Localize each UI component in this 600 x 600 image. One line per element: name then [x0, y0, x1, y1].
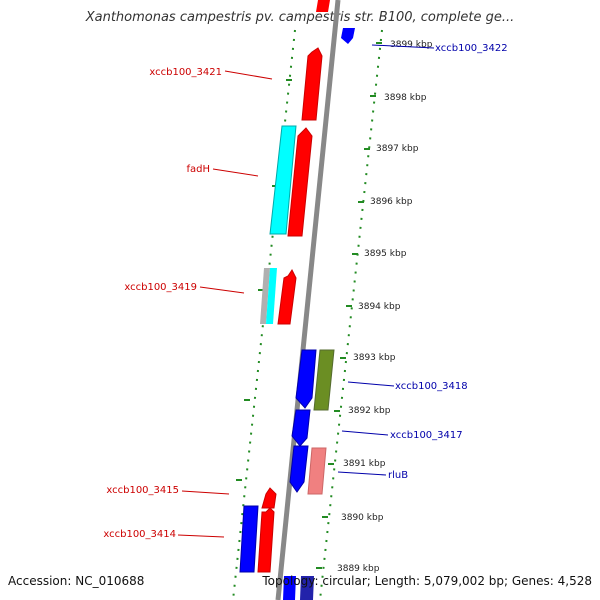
- label-leaders: [177, 44, 435, 538]
- gene-label-rluB: rluB: [388, 470, 408, 481]
- scale-label-3893: 3893 kbp: [353, 353, 396, 363]
- gene-bottom[interactable]: [283, 576, 314, 600]
- accession-label: Accession: NC_010688: [8, 574, 145, 588]
- scale-labels: 3899 kbp 3898 kbp 3897 kbp 3896 kbp 3895…: [337, 40, 433, 574]
- gene-label-xccb100_3418: xccb100_3418: [395, 381, 468, 392]
- gene-xccb100_3417[interactable]: [291, 409, 311, 447]
- scale-label-3895: 3895 kbp: [364, 249, 407, 259]
- gene-xccb100_3422[interactable]: [341, 28, 355, 44]
- gene-labels[interactable]: xccb100_3421 fadH xccb100_3419 xccb100_3…: [103, 43, 507, 540]
- gene-label-xccb100_3422: xccb100_3422: [435, 43, 508, 54]
- gene-label-xccb100_3415: xccb100_3415: [106, 485, 179, 496]
- scale-label-3889: 3889 kbp: [337, 564, 380, 574]
- scale-ticks: [236, 42, 382, 569]
- gene-rluB[interactable]: [289, 445, 327, 495]
- map-title: Xanthomonas campestris pv. campestris st…: [85, 10, 515, 25]
- gene-xccb100_3419[interactable]: [260, 268, 297, 325]
- gene-label-xccb100_3421: xccb100_3421: [149, 67, 222, 78]
- scale-label-3891: 3891 kbp: [343, 459, 386, 469]
- scale-label-3897: 3897 kbp: [376, 144, 419, 154]
- scale-label-3892: 3892 kbp: [348, 406, 391, 416]
- scale-label-3898: 3898 kbp: [384, 93, 427, 103]
- gene-fadH[interactable]: [269, 125, 297, 235]
- gene-xccb100_3418[interactable]: [295, 349, 335, 411]
- scale-label-3890: 3890 kbp: [341, 513, 384, 523]
- gene-label-xccb100_3417: xccb100_3417: [390, 430, 463, 441]
- scale-label-3896: 3896 kbp: [370, 197, 413, 207]
- gene-label-xccb100_3419: xccb100_3419: [124, 282, 197, 293]
- gene-fadH-forward[interactable]: [287, 127, 313, 237]
- gene-xccb100_3414[interactable]: [239, 505, 275, 573]
- scale-label-3899: 3899 kbp: [390, 40, 433, 50]
- right-track-dots: [319, 29, 383, 600]
- scale-label-3894: 3894 kbp: [358, 302, 401, 312]
- topology-label: Topology: circular; Length: 5,079,002 bp…: [262, 574, 592, 588]
- gene-xccb100_3421[interactable]: [301, 0, 330, 121]
- gene-label-xccb100_3414: xccb100_3414: [103, 529, 176, 540]
- gene-xccb100_3415[interactable]: [261, 487, 277, 509]
- genome-backbone: [275, 0, 341, 600]
- gene-label-fadH: fadH: [186, 164, 210, 175]
- left-track-dots: [232, 29, 296, 600]
